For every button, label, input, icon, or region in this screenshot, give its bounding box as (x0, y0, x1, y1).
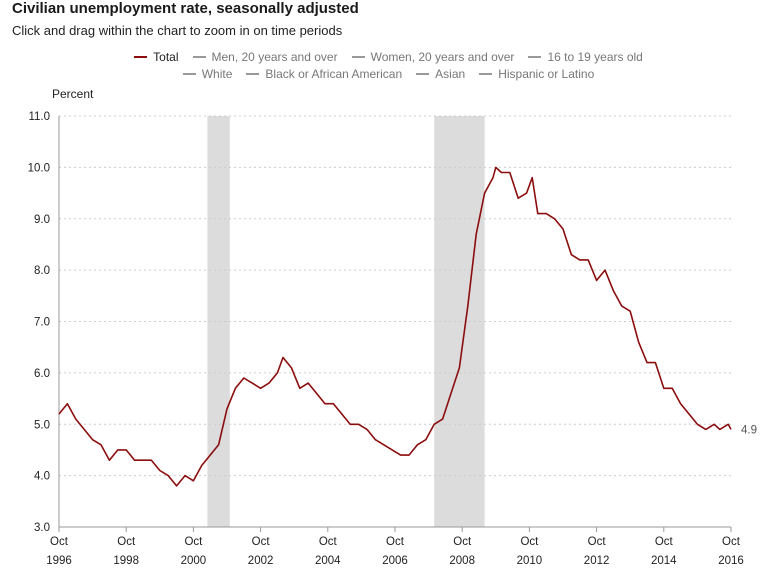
x-tick-month: Oct (453, 536, 472, 548)
legend-label: White (201, 67, 233, 81)
x-tick-month: Oct (184, 536, 203, 548)
x-tick-year: 1996 (46, 555, 72, 567)
legend-label: Black or African American (265, 67, 403, 81)
x-tick-month: Oct (722, 536, 741, 548)
chart-title: Civilian unemployment rate, seasonally a… (12, 0, 359, 17)
legend-item-hispanic-or-latino[interactable]: Hispanic or Latino (479, 67, 594, 81)
legend-item-16-to-19-years-old[interactable]: 16 to 19 years old (528, 50, 643, 64)
x-tick-month: Oct (655, 536, 674, 548)
y-axis-label: Percent (52, 87, 94, 101)
legend-swatch (192, 56, 206, 58)
x-tick-year: 2008 (449, 555, 475, 567)
y-tick-label: 8.0 (34, 265, 50, 277)
y-tick-label: 6.0 (34, 368, 50, 380)
x-tick-month: Oct (386, 536, 405, 548)
x-tick-year: 2002 (248, 555, 274, 567)
legend-swatch (182, 73, 196, 75)
legend-row-2: White Black or African American Asian Hispa… (0, 67, 777, 81)
chart-subtitle: Click and drag within the chart to zoom … (12, 23, 343, 38)
x-tick-month: Oct (319, 536, 338, 548)
legend-item-men-20-years-and-over[interactable]: Men, 20 years and over (192, 50, 338, 64)
x-tick-month: Oct (50, 536, 69, 548)
legend-swatch (246, 73, 260, 75)
legend-swatch (351, 56, 365, 58)
x-tick-year: 1998 (113, 555, 139, 567)
series-line-total[interactable] (58, 166, 732, 487)
y-tick-label: 11.0 (28, 111, 50, 123)
legend-swatch (134, 56, 148, 58)
x-tick-month: Oct (588, 536, 607, 548)
legend-label: Total (153, 50, 179, 64)
x-tick-year: 2014 (651, 555, 677, 567)
legend-label: Asian (435, 67, 466, 81)
y-tick-label: 10.0 (28, 162, 50, 174)
legend-swatch (416, 73, 430, 75)
end-value-label: 4.9 (741, 424, 757, 436)
x-tick-month: Oct (117, 536, 136, 548)
legend-label: Hispanic or Latino (498, 67, 595, 81)
legend-label: Women, 20 years and over (370, 50, 515, 64)
legend-item-women-20-years-and-over[interactable]: Women, 20 years and over (351, 50, 515, 64)
x-tick-month: Oct (252, 536, 271, 548)
legend-label: Men, 20 years and over (211, 50, 338, 64)
y-tick-label: 9.0 (34, 214, 50, 226)
y-tick-label: 5.0 (34, 419, 50, 431)
x-tick-year: 2016 (718, 555, 744, 567)
legend-item-total[interactable]: Total (134, 50, 179, 64)
legend-label: 16 to 19 years old (547, 50, 643, 64)
legend-swatch (479, 73, 493, 75)
x-tick-year: 2006 (382, 555, 408, 567)
legend-item-asian[interactable]: Asian (416, 67, 465, 81)
x-tick-year: 2012 (584, 555, 610, 567)
legend-item-white[interactable]: White (182, 67, 233, 81)
x-tick-year: 2010 (517, 555, 543, 567)
x-tick-year: 2004 (315, 555, 341, 567)
y-tick-label: 3.0 (34, 522, 50, 534)
y-tick-label: 4.0 (34, 471, 50, 483)
legend-row-1: Total Men, 20 years and over Women, 20 yea… (0, 50, 777, 64)
x-tick-month: Oct (520, 536, 539, 548)
y-tick-label: 7.0 (34, 317, 50, 329)
legend-swatch (528, 56, 542, 58)
legend-item-black-or-african-american[interactable]: Black or African American (246, 67, 402, 81)
x-tick-year: 2000 (181, 555, 207, 567)
